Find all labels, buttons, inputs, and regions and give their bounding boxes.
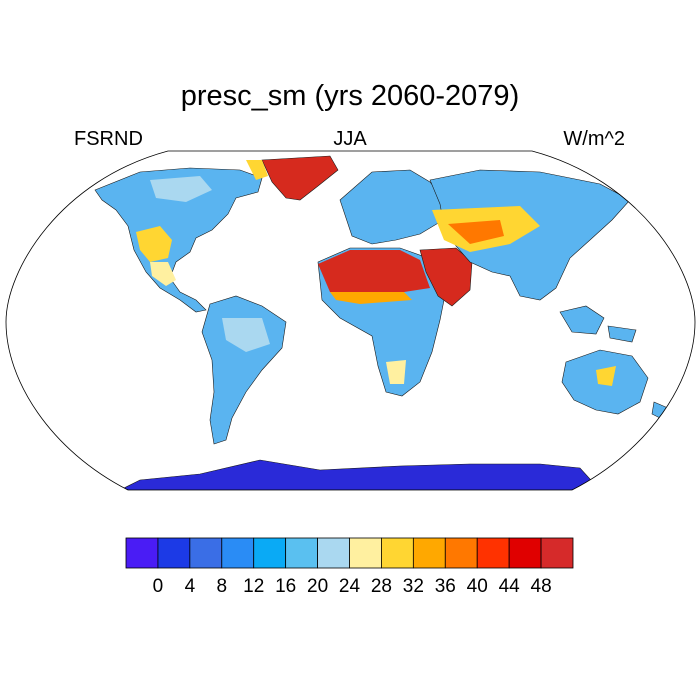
colorbar-swatch (508, 537, 542, 569)
antarctica (119, 459, 601, 490)
plot-title: presc_sm (yrs 2060-2079) (180, 80, 520, 112)
variable-label: FSRND (74, 128, 143, 150)
sahara-hot (318, 250, 430, 296)
globe-outline (5, 150, 696, 491)
new-guinea (607, 325, 637, 343)
colorbar-tick-label: 32 (403, 576, 424, 597)
colorbar-swatch (189, 537, 223, 569)
mexico-warm (150, 262, 176, 286)
colorbar-swatch (476, 537, 510, 569)
colorbar-tick-label: 12 (243, 576, 264, 597)
colorbar-swatch (157, 537, 191, 569)
canada-pale (150, 176, 212, 202)
amazon-pale (222, 318, 270, 352)
australia-warm (596, 366, 616, 386)
colorbar-swatch (349, 537, 382, 569)
sahel-warm (330, 292, 412, 304)
colorbar-tick-label: 20 (307, 576, 328, 597)
central-asia-hot (448, 220, 504, 244)
colorbar-tick-label: 4 (185, 576, 196, 597)
colorbar-tick-label: 16 (275, 576, 296, 597)
colorbar-tick-label: 8 (216, 576, 227, 597)
colorbar-swatch (125, 537, 159, 569)
colorbar-tick-label: 28 (371, 576, 392, 597)
arabia-hot (419, 247, 473, 307)
colorbar-swatch (444, 537, 478, 569)
colorbar-swatch (221, 537, 255, 569)
colorbar-tick-label: 40 (467, 576, 488, 597)
colorbar-swatch (317, 537, 350, 569)
colorbar-tick-label: 24 (339, 576, 361, 597)
colorbar-tick-label: 44 (499, 576, 521, 597)
colorbar-tick-label: 36 (435, 576, 456, 597)
sw-us-warm (136, 226, 172, 262)
greenland (261, 155, 339, 201)
colorbar-swatch (412, 537, 446, 569)
southeast-asia (559, 305, 605, 335)
south-africa-warm (386, 360, 406, 384)
colorbar-swatch (540, 537, 574, 569)
season-label: JJA (333, 128, 367, 150)
greenland-edge (246, 160, 268, 180)
colorbar-swatch (253, 537, 287, 569)
colorbar-tick-label: 48 (531, 576, 552, 597)
colorbar-tick-label: 0 (153, 576, 164, 597)
colorbar-swatch (285, 537, 318, 569)
colorbar-swatch (381, 537, 414, 569)
units-label: W/m^2 (563, 128, 625, 150)
